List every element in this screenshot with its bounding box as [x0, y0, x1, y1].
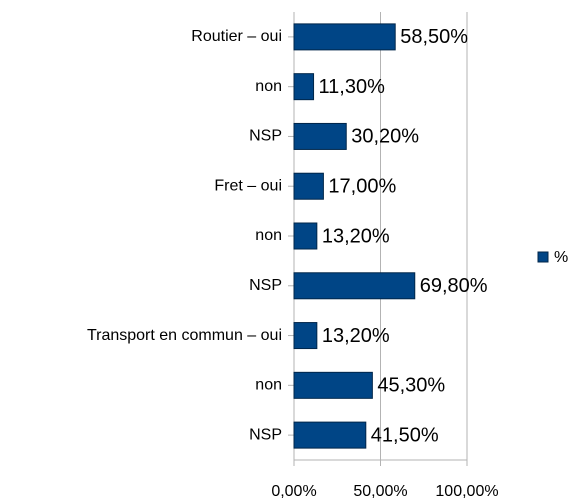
data-label: 13,20% [322, 325, 390, 347]
data-label: 30,20% [351, 126, 419, 148]
data-label: 58,50% [400, 26, 468, 48]
bar [293, 322, 318, 350]
bar [293, 172, 324, 200]
data-label: 13,20% [322, 225, 390, 247]
data-label: 17,00% [328, 176, 396, 198]
data-label: 45,30% [377, 375, 445, 397]
y-tick-label: non [255, 78, 282, 95]
bar [293, 371, 373, 399]
data-label: 41,50% [371, 424, 439, 446]
y-tick-label: Routier – oui [191, 28, 282, 45]
data-label: 11,30% [319, 76, 386, 98]
y-tick-label: Transport en commun – oui [87, 327, 282, 344]
bar [293, 222, 318, 250]
x-tick-label: 0,00% [271, 483, 316, 500]
y-tick-label: non [255, 377, 282, 394]
data-label: 69,80% [420, 275, 488, 297]
bar [293, 272, 416, 300]
bar [293, 23, 396, 51]
legend-label: % [554, 249, 568, 266]
x-tick-label: 50,00% [353, 483, 407, 500]
y-tick-label: NSP [249, 128, 282, 145]
bar [293, 73, 315, 101]
y-tick-label: NSP [249, 277, 282, 294]
bar [293, 122, 347, 150]
y-tick-label: NSP [249, 426, 282, 443]
bar [293, 421, 367, 449]
x-tick-label: 100,00% [435, 483, 498, 500]
y-tick-label: non [255, 227, 282, 244]
legend-marker [537, 251, 549, 263]
y-tick-label: Fret – oui [214, 177, 282, 194]
